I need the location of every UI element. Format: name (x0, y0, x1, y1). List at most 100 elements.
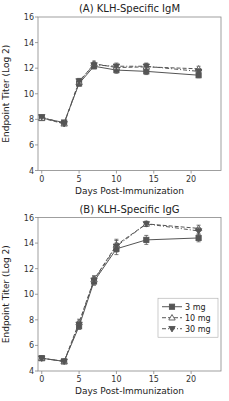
plot-frame (38, 218, 221, 372)
point (91, 63, 97, 68)
x-tick (191, 171, 192, 174)
x-tick-label: 15 (149, 175, 159, 184)
legend: 3 mg 10 mg 30 mg (158, 298, 218, 337)
panel: (A) KLH-Specific IgM0510152046810121416D… (1, 3, 221, 196)
x-tick-label: 10 (111, 375, 121, 384)
y-tick-label: 10 (24, 90, 34, 99)
point (143, 221, 149, 226)
x-tick-label: 5 (77, 175, 82, 184)
legend-label: 3 mg (185, 303, 206, 312)
point (61, 121, 67, 126)
legend-label: 30 mg (185, 325, 211, 334)
x-tick-label: 0 (39, 175, 44, 184)
title: (A) KLH-Specific IgM (79, 3, 180, 14)
x-tick-label: 20 (186, 375, 196, 384)
y-tick (35, 217, 38, 218)
y-tick (35, 294, 38, 295)
x-tick-label: 0 (39, 375, 44, 384)
point (143, 222, 149, 227)
y-tick (35, 170, 38, 171)
point (113, 244, 119, 249)
figure: (A) KLH-Specific IgM 0 5 10 15 20 4 6 8 10 12 14 16 D… (0, 0, 229, 401)
x-tick-label: 15 (149, 375, 159, 384)
point (113, 64, 119, 69)
series-line (42, 65, 199, 124)
legend-marker (169, 315, 175, 320)
point (76, 79, 82, 84)
point (39, 115, 44, 120)
y-tick-label: 16 (24, 214, 34, 223)
y-tick-label: 8 (29, 316, 34, 325)
legend-entry: 10 mg (162, 314, 211, 323)
plot-data (39, 221, 202, 365)
point (144, 237, 149, 242)
x-tick (153, 171, 154, 174)
y-tick-label: 12 (24, 64, 34, 73)
plot-data (39, 60, 202, 127)
point (195, 69, 201, 74)
y-tick (35, 119, 38, 120)
x-axis-label: Days Post-Immunization (75, 386, 184, 396)
plot-frame (38, 17, 221, 171)
y-tick (35, 144, 38, 145)
y-tick (35, 345, 38, 346)
point (61, 359, 67, 364)
legend-marker (169, 304, 174, 309)
series (39, 60, 202, 126)
point (195, 229, 201, 234)
y-tick (35, 371, 38, 372)
point (143, 64, 149, 69)
legend-marker (169, 326, 175, 331)
y-tick (35, 268, 38, 269)
point (39, 355, 45, 360)
legend-frame (158, 298, 218, 337)
y-tick-label: 6 (29, 141, 34, 150)
x-tick-label: 10 (111, 175, 121, 184)
title: (B) KLH-Specific IgG (79, 204, 179, 215)
y-axis-label: Endpoint Titer (Log 2) (1, 245, 11, 343)
point (91, 278, 97, 283)
point (39, 115, 45, 120)
series-line (42, 64, 199, 124)
x-tick (116, 171, 117, 174)
y-tick-label: 4 (29, 367, 34, 376)
point (113, 64, 119, 69)
point (196, 235, 201, 240)
y-axis-label: Endpoint Titer (Log 2) (1, 45, 11, 143)
error-bar (144, 235, 148, 244)
point (39, 356, 44, 361)
series (39, 221, 202, 364)
x-tick (153, 371, 154, 374)
y-tick-label: 14 (24, 39, 34, 48)
series-line (42, 224, 199, 362)
series (39, 64, 201, 125)
x-tick (41, 171, 42, 174)
series-line (42, 66, 199, 122)
y-tick-label: 14 (24, 239, 34, 248)
y-tick (35, 17, 38, 18)
series-line (42, 224, 199, 362)
x-tick (41, 371, 42, 374)
y-tick-label: 16 (24, 13, 34, 22)
y-tick (35, 243, 38, 244)
y-tick-label: 6 (29, 341, 34, 350)
x-tick-label: 5 (77, 375, 82, 384)
point (39, 356, 45, 361)
point (61, 358, 67, 363)
x-tick (79, 171, 80, 174)
panel: (B) KLH-Specific IgG0510152046810121416D… (1, 204, 221, 397)
x-tick (191, 371, 192, 374)
x-tick (79, 371, 80, 374)
y-tick-label: 8 (29, 115, 34, 124)
y-tick-label: 12 (24, 265, 34, 274)
point (143, 64, 149, 69)
point (76, 79, 82, 84)
point (62, 359, 67, 364)
y-tick (35, 93, 38, 94)
legend-entry: 30 mg (162, 325, 211, 334)
y-tick (35, 68, 38, 69)
point (76, 322, 82, 327)
series (39, 221, 202, 364)
y-tick (35, 42, 38, 43)
point (61, 122, 67, 127)
